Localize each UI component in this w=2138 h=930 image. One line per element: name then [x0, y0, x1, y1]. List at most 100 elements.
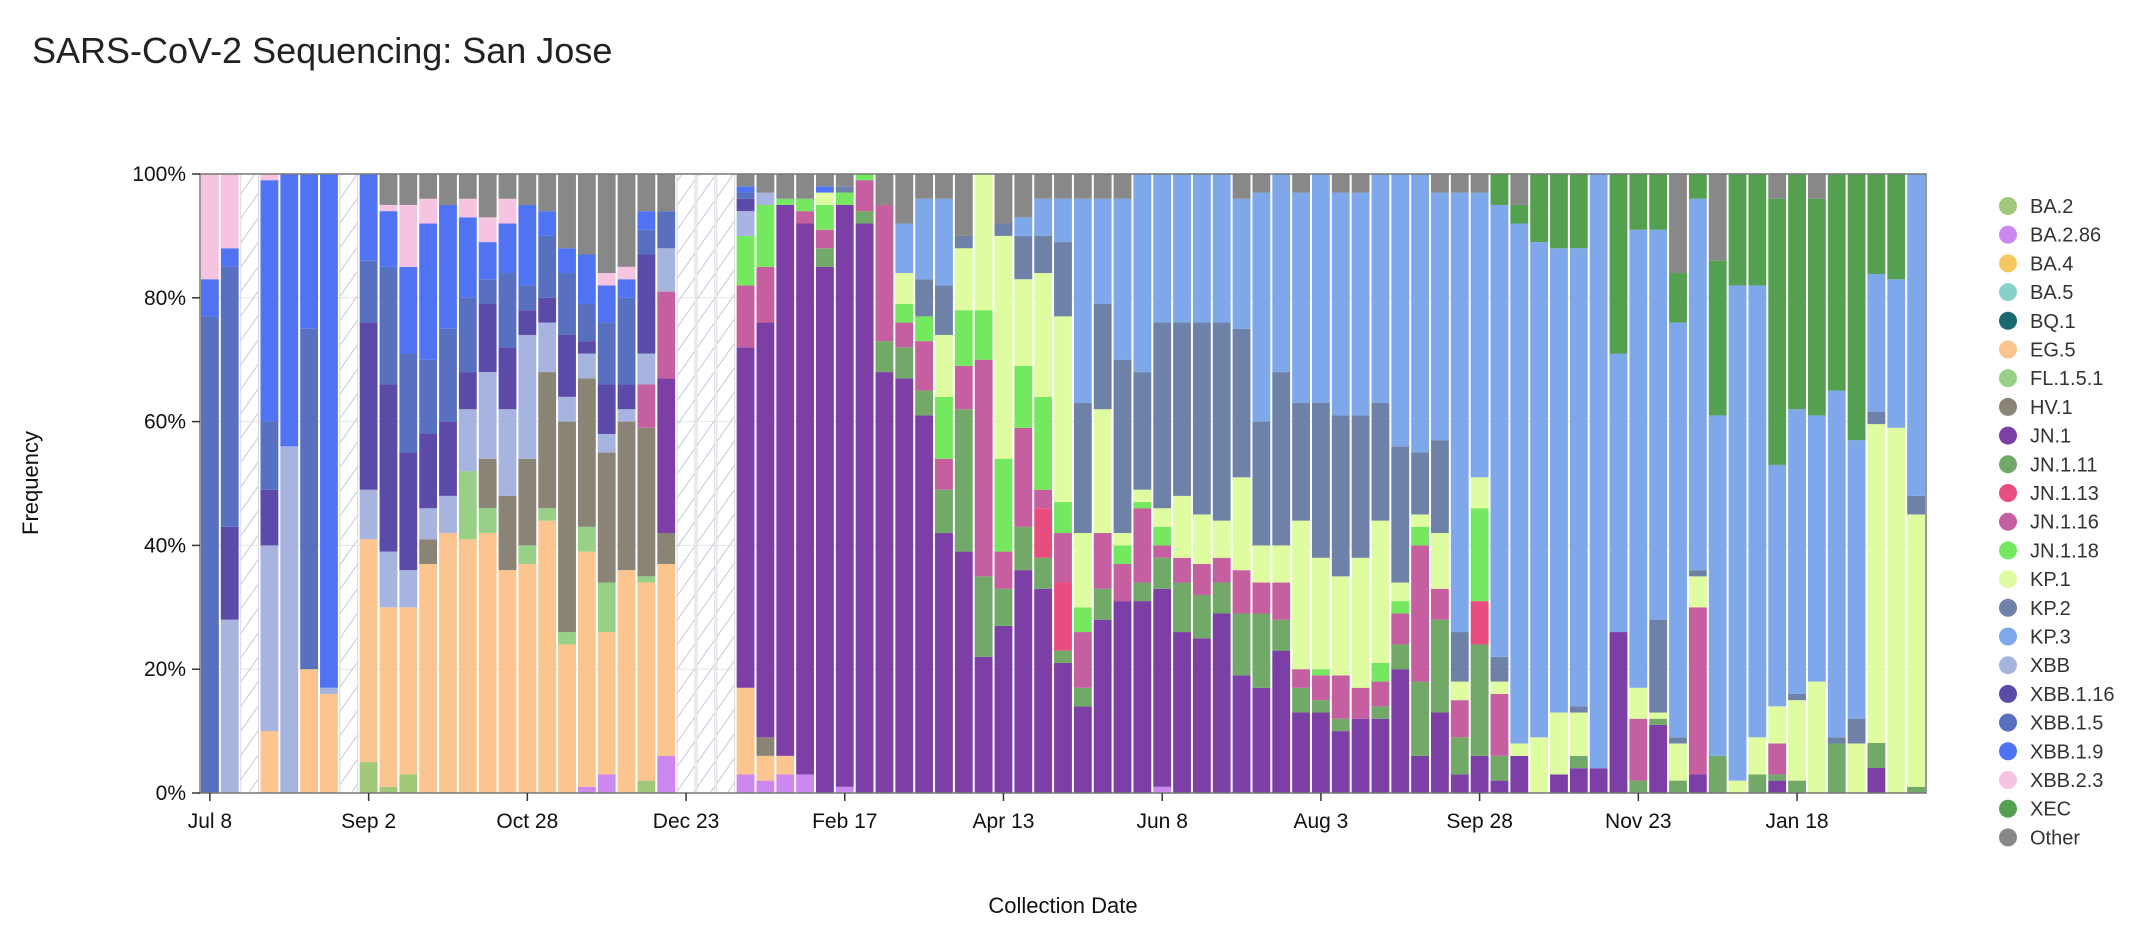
bar-segment-jn-1-11[interactable] — [875, 341, 894, 373]
bar-segment-kp-3[interactable] — [1788, 409, 1806, 694]
legend-item-jn-1-16[interactable]: JN.1.16 — [1999, 512, 2099, 534]
bar-segment-xec[interactable] — [1629, 174, 1648, 230]
legend-item-kp-1[interactable]: KP.1 — [1999, 569, 2071, 591]
legend-item-jn-1-13[interactable]: JN.1.13 — [1999, 483, 2099, 505]
bar-segment-eg-5[interactable] — [736, 687, 755, 775]
bar-segment-jn-1[interactable] — [954, 551, 973, 793]
bar-segment-ba-2[interactable] — [359, 762, 378, 793]
bar-segment-jn-1[interactable] — [1272, 650, 1291, 793]
bar-segment-kp-2[interactable] — [1907, 495, 1925, 515]
bar-segment-kp-3[interactable] — [1807, 415, 1826, 682]
bar-segment-jn-1[interactable] — [1589, 768, 1608, 793]
bar-segment-xec[interactable] — [1550, 174, 1568, 249]
legend-item-xbb-2-3[interactable]: XBB.2.3 — [1999, 770, 2103, 792]
bar-segment-xbb-2-3[interactable] — [220, 174, 239, 249]
bar-segment-kp-3[interactable] — [1490, 204, 1509, 657]
bar-segment-kp-3[interactable] — [1629, 229, 1648, 688]
bar-segment-kp-3[interactable] — [1192, 174, 1211, 323]
bar-segment-ba-2-86[interactable] — [835, 786, 854, 793]
bar-segment-jn-1-11[interactable] — [1272, 619, 1291, 651]
bar-segment-kp-1[interactable] — [1371, 520, 1390, 664]
bar-segment-jn-1-11[interactable] — [1470, 644, 1489, 756]
bar-segment-jn-1-11[interactable] — [1073, 687, 1092, 707]
bar-segment-xbb-1-5[interactable] — [577, 303, 596, 342]
bar-segment-xec[interactable] — [1867, 174, 1886, 275]
bar-segment-jn-1-16[interactable] — [1232, 570, 1251, 614]
bar-segment-kp-3[interactable] — [1649, 229, 1668, 620]
bar-segment-other[interactable] — [1054, 174, 1072, 199]
legend-item-eg-5[interactable]: EG.5 — [1999, 340, 2076, 362]
bar-segment-xbb-1-9[interactable] — [617, 279, 636, 298]
bar-segment-jn-1-11[interactable] — [1768, 774, 1787, 781]
bar-segment-jn-1-11[interactable] — [1669, 780, 1687, 793]
bar-segment-jn-1-16[interactable] — [875, 204, 894, 342]
bar-segment-jn-1[interactable] — [1391, 669, 1410, 793]
bar-segment-xbb[interactable] — [280, 446, 299, 793]
bar-segment-jn-1-11[interactable] — [1748, 774, 1767, 793]
legend-item-fl-1-5-1[interactable]: FL.1.5.1 — [1999, 368, 2103, 390]
bar-segment-jn-1-18[interactable] — [1113, 545, 1132, 564]
bar-segment-xbb-1-16[interactable] — [419, 433, 438, 509]
legend-item-bq-1[interactable]: BQ.1 — [1999, 311, 2076, 333]
bar-segment-kp-1[interactable] — [994, 235, 1013, 459]
bar-segment-xbb-1-5[interactable] — [260, 421, 279, 490]
bar-segment-hv-1[interactable] — [617, 421, 636, 571]
bar-segment-jn-1-16[interactable] — [994, 551, 1013, 589]
bar-segment-other[interactable] — [1014, 174, 1033, 218]
bar-segment-xbb[interactable] — [558, 396, 576, 422]
bar-segment-other[interactable] — [597, 174, 616, 274]
bar-segment-jn-1[interactable] — [1153, 588, 1172, 787]
bar-segment-kp-1[interactable] — [1550, 712, 1568, 775]
bar-segment-other[interactable] — [1034, 174, 1053, 199]
bar-segment-other[interactable] — [954, 174, 973, 236]
bar-segment-jn-1-18[interactable] — [796, 198, 815, 212]
bar-segment-other[interactable] — [419, 174, 438, 199]
bar-segment-kp-3[interactable] — [1470, 192, 1489, 478]
bar-segment-kp-1[interactable] — [1688, 576, 1707, 608]
bar-segment-xbb[interactable] — [439, 495, 457, 534]
bar-segment-kp-1[interactable] — [1411, 514, 1430, 527]
bar-segment-other[interactable] — [1510, 174, 1529, 205]
bar-segment-kp-2[interactable] — [1331, 415, 1350, 577]
bar-segment-kp-1[interactable] — [1014, 279, 1033, 366]
bar-segment-kp-3[interactable] — [1530, 242, 1549, 738]
bar-segment-eg-5[interactable] — [617, 570, 636, 793]
bar-segment-ba-2-86[interactable] — [756, 780, 775, 793]
bar-segment-eg-5[interactable] — [756, 755, 775, 781]
bar-segment-jn-1-11[interactable] — [915, 390, 934, 416]
bar-segment-kp-2[interactable] — [1034, 235, 1053, 274]
bar-segment-kp-3[interactable] — [1569, 248, 1588, 707]
bar-segment-other[interactable] — [1431, 174, 1449, 193]
bar-segment-jn-1-11[interactable] — [1292, 687, 1310, 713]
bar-segment-jn-1-16[interactable] — [1093, 533, 1112, 589]
bar-segment-jn-1-16[interactable] — [1113, 563, 1132, 602]
bar-segment-xbb-1-16[interactable] — [399, 452, 418, 571]
bar-segment-jn-1-11[interactable] — [1093, 588, 1112, 620]
bar-segment-other[interactable] — [935, 174, 953, 199]
bar-segment-kp-1[interactable] — [1669, 743, 1687, 781]
legend-item-kp-3[interactable]: KP.3 — [1999, 627, 2071, 649]
bar-segment-kp-1[interactable] — [1450, 681, 1469, 701]
bar-segment-jn-1-18[interactable] — [1153, 526, 1172, 546]
bar-segment-other[interactable] — [816, 174, 834, 187]
bar-segment-kp-2[interactable] — [1153, 322, 1172, 509]
legend-item-xbb-1-5[interactable]: XBB.1.5 — [1999, 713, 2103, 735]
bar-segment-jn-1-18[interactable] — [994, 458, 1013, 552]
bar-segment-hv-1[interactable] — [419, 539, 438, 564]
bar-segment-jn-1-16[interactable] — [756, 266, 775, 323]
bar-segment-jn-1[interactable] — [855, 223, 874, 793]
bar-segment-xbb-1-9[interactable] — [538, 211, 557, 236]
bar-segment-jn-1-11[interactable] — [1649, 718, 1668, 725]
bar-segment-kp-1[interactable] — [1490, 681, 1509, 694]
bar-segment-jn-1-18[interactable] — [1034, 396, 1053, 490]
bar-segment-kp-1[interactable] — [1331, 576, 1350, 676]
legend-item-xec[interactable]: XEC — [1999, 799, 2071, 821]
bar-segment-jn-1-11[interactable] — [1192, 594, 1211, 639]
bar-segment-other[interactable] — [379, 174, 398, 205]
bar-segment-xbb-1-9[interactable] — [518, 204, 537, 286]
bar-segment-jn-1-16[interactable] — [796, 211, 815, 224]
bar-segment-jn-1-16[interactable] — [1331, 675, 1350, 719]
bar-segment-kp-3[interactable] — [1431, 192, 1449, 441]
bar-segment-xbb-1-9[interactable] — [816, 186, 834, 193]
bar-segment-jn-1-16[interactable] — [1133, 508, 1152, 583]
